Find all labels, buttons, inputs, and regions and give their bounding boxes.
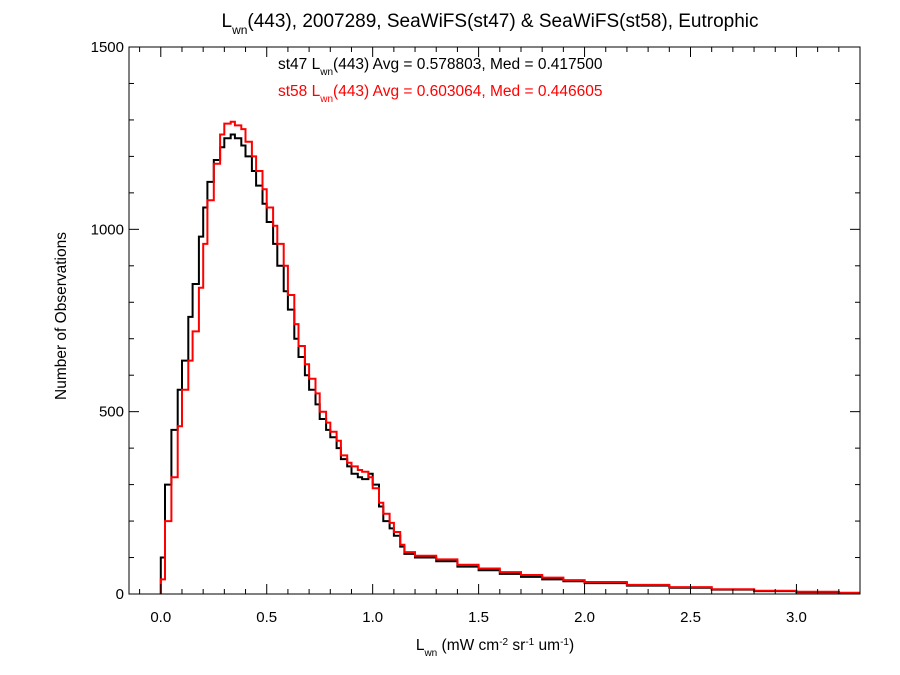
x-tick-label: 0.0 (150, 609, 171, 626)
annotation-st58: st58 Lwn(443) Avg = 0.603064, Med = 0.44… (278, 83, 603, 105)
plot-frame (128, 46, 861, 595)
y-axis-label: Number of Observations (53, 232, 70, 400)
x-tick-label: 1.0 (362, 609, 383, 626)
series-line-st58 (159, 120, 860, 594)
y-tick-label: 0 (116, 586, 124, 603)
x-tick-label: 2.5 (680, 609, 701, 626)
legend-annotations: st47 Lwn(443) Avg = 0.578803, Med = 0.41… (278, 56, 603, 105)
x-tick-label: 2.0 (574, 609, 595, 626)
x-axis: 0.0 0.5 1.0 1.5 2.0 2.5 3.0 (139, 47, 840, 626)
series-layer (159, 120, 860, 594)
x-tick-label: 1.5 (468, 609, 489, 626)
x-axis-label: Lwn (mW cm-2 sr-1 um-1) (416, 637, 574, 659)
x-tick-label: 0.5 (256, 609, 277, 626)
y-axis: 0 500 1000 1500 (91, 39, 860, 603)
y-tick-label: 1000 (91, 221, 124, 238)
chart-title: Lwn(443), 2007289, SeaWiFS(st47) & SeaWi… (221, 11, 758, 37)
plot-area: 0.0 0.5 1.0 1.5 2.0 2.5 3.0 0 500 1000 1500 (91, 39, 861, 626)
y-tick-label: 1500 (91, 39, 124, 56)
x-tick-label: 3.0 (786, 609, 807, 626)
annotation-st47: st47 Lwn(443) Avg = 0.578803, Med = 0.41… (278, 56, 603, 78)
y-tick-label: 500 (99, 404, 124, 421)
